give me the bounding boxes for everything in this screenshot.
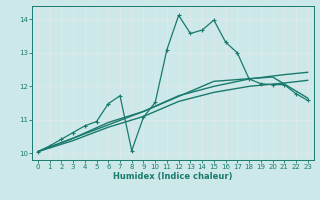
X-axis label: Humidex (Indice chaleur): Humidex (Indice chaleur) — [113, 172, 233, 181]
